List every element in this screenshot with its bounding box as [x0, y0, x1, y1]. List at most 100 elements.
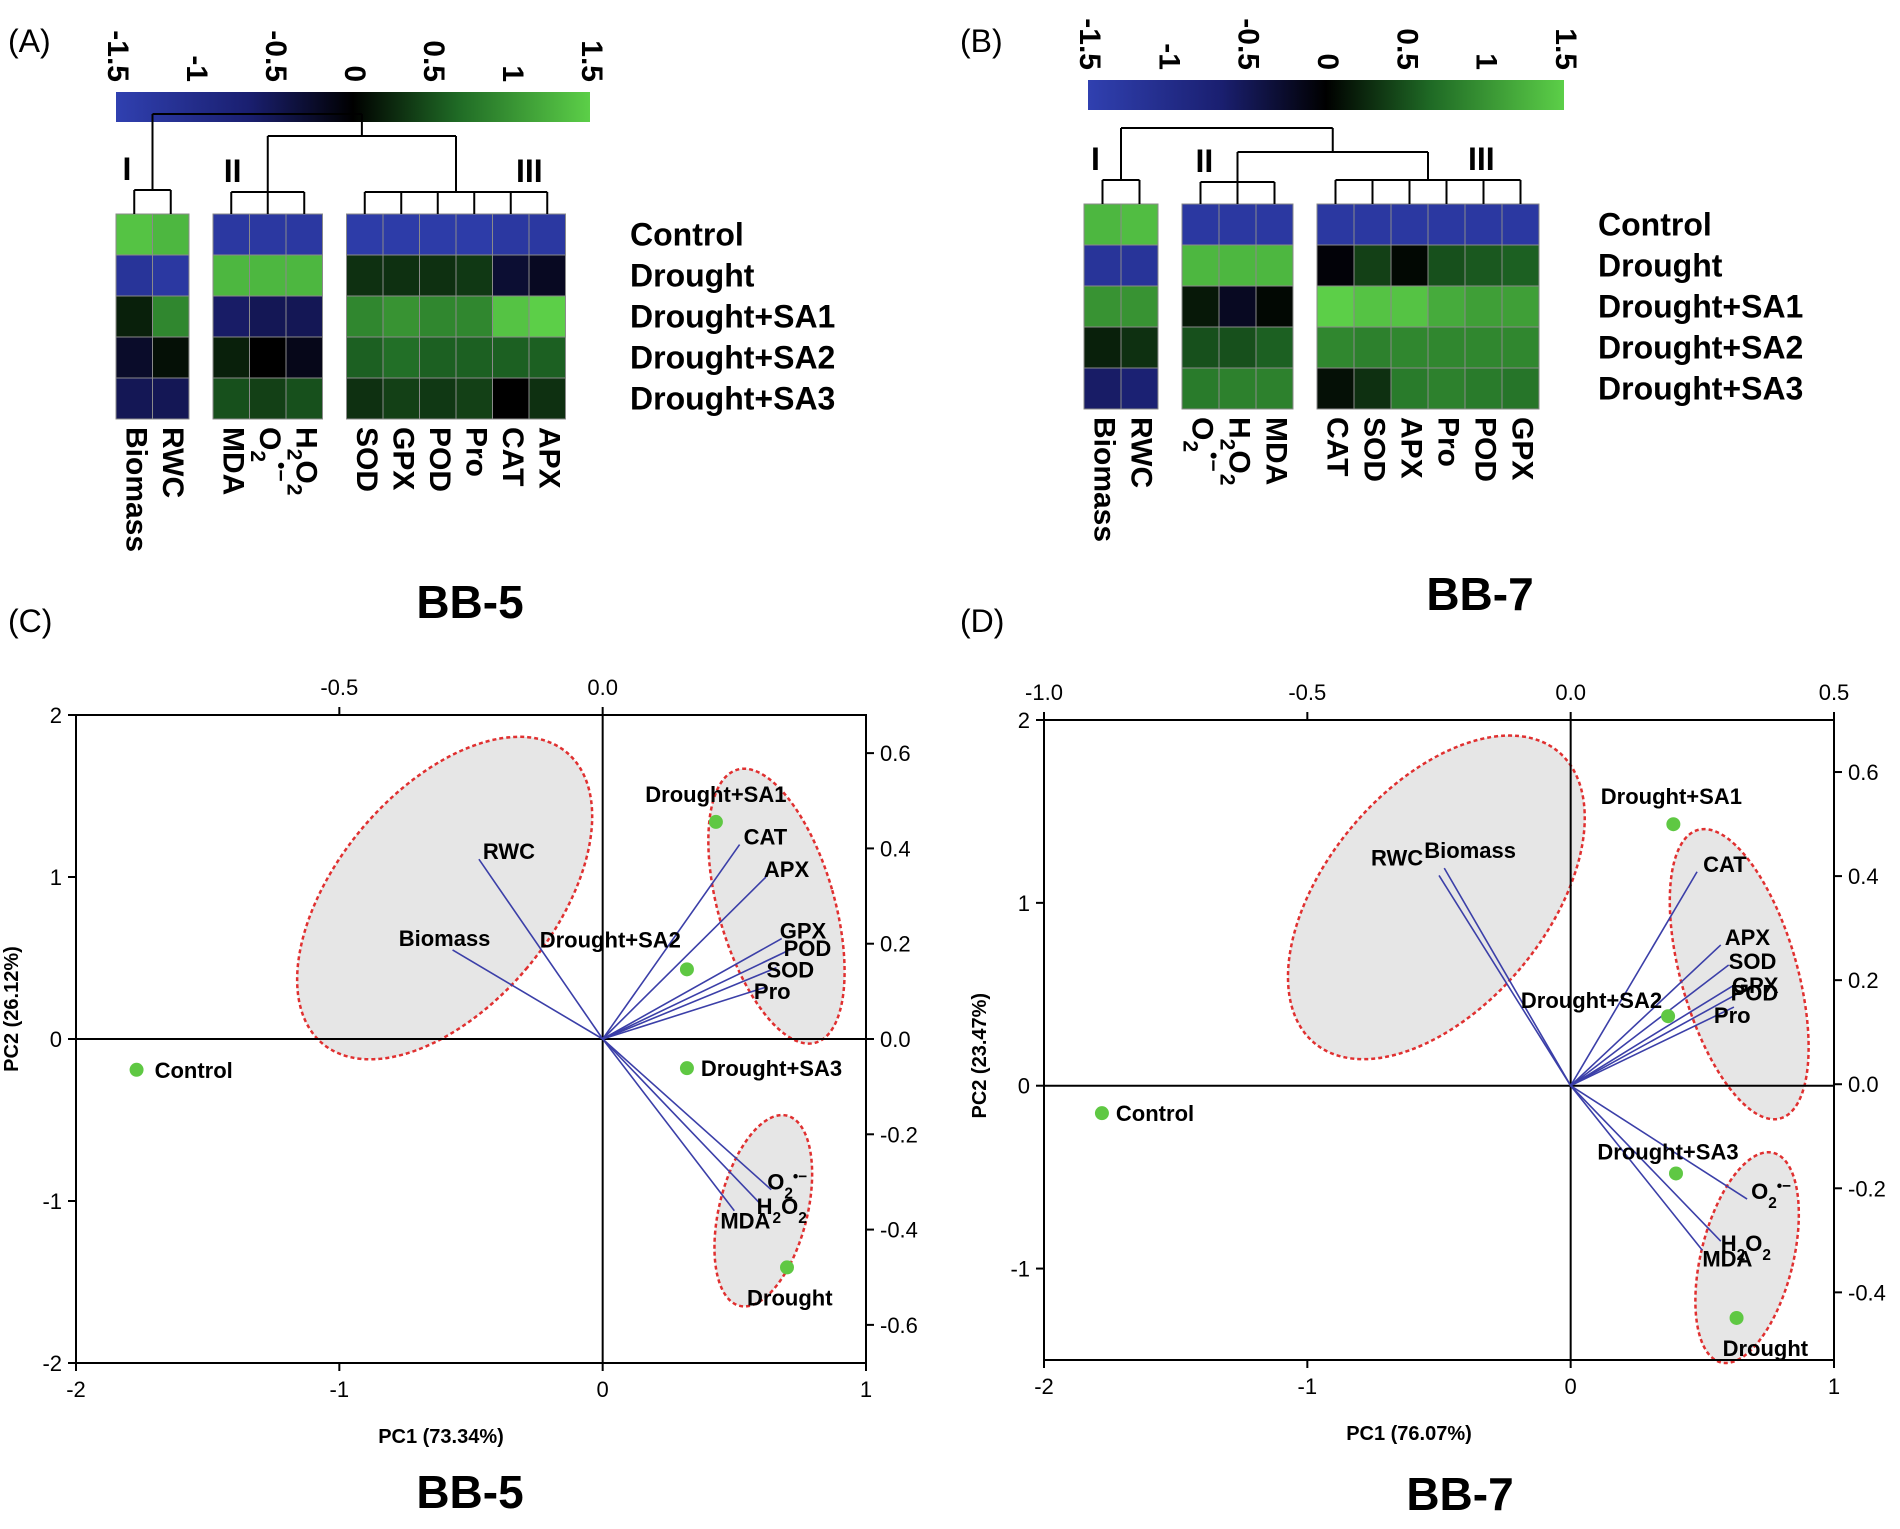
heatmap-cell [249, 254, 287, 297]
colorbar [116, 92, 590, 122]
row-label-drought: Drought [630, 258, 755, 294]
loading-label-apx: APX [764, 857, 810, 882]
loading-vector-mda [602, 1038, 735, 1212]
x-tick-label: 1 [1828, 1374, 1840, 1399]
heatmap-cell [212, 254, 250, 297]
loading-label-pro: Pro [1714, 1003, 1751, 1028]
heatmap-cell [1181, 285, 1220, 328]
score-label-drought-sa2: Drought+SA2 [1521, 988, 1662, 1013]
heatmap-cell [152, 213, 190, 256]
right-axis-tick-label: -0.2 [1848, 1176, 1886, 1201]
column-label-rwc: RWC [156, 427, 189, 498]
heatmap-cell [1083, 326, 1122, 369]
heatmap-cell [115, 295, 153, 338]
right-axis-tick-label: 0.2 [880, 932, 911, 957]
heatmap-cell [152, 254, 190, 297]
panel-label: (A) [8, 23, 51, 59]
column-label-sod: SOD [1358, 417, 1391, 482]
row-label-drought: Drought [1598, 248, 1723, 284]
row-label-drought-sa3: Drought+SA3 [630, 381, 835, 417]
score-point-drought [1729, 1310, 1744, 1325]
heatmap-cell [455, 295, 493, 338]
loading-label-h2o2: H2O2 [1721, 1231, 1771, 1264]
heatmap-cell [382, 377, 420, 420]
y-tick-label: 1 [1018, 891, 1030, 916]
column-label-pod: POD [1469, 417, 1502, 482]
column-label-gpx: GPX [1506, 417, 1539, 480]
heatmap-cell [1353, 367, 1392, 410]
heatmap-cell [1464, 244, 1503, 287]
heatmap-cell [285, 213, 323, 256]
y-tick-label: 2 [50, 703, 62, 728]
column-label-mda: MDA [216, 427, 249, 495]
right-axis-tick-label: -0.2 [880, 1122, 918, 1147]
heatmap-cell [1316, 285, 1355, 328]
heatmap-cell [346, 336, 384, 379]
column-label-h2o2: H2O2 [1215, 417, 1255, 485]
heatmap-cell [1181, 367, 1220, 410]
score-label-drought-sa3: Drought+SA3 [1597, 1139, 1738, 1164]
heatmap-cell [1255, 203, 1294, 246]
heatmap-cell [1181, 326, 1220, 369]
right-axis-tick-label: 0.4 [880, 836, 911, 861]
loading-cluster-ellipse [713, 1113, 814, 1308]
heatmap-cell [492, 254, 530, 297]
x-axis-label: PC1 (73.34%) [378, 1426, 504, 1448]
heatmap-cell [212, 213, 250, 256]
heatmap-cell [285, 336, 323, 379]
x-tick-label: -1 [330, 1377, 350, 1402]
loading-cluster-ellipse [1286, 734, 1586, 1061]
column-label-biomass: Biomass [1088, 417, 1121, 542]
column-label-rwc: RWC [1125, 417, 1158, 488]
heatmap-cell [419, 213, 457, 256]
loading-vector-biomass [452, 949, 604, 1040]
right-axis-tick-label: 0.0 [880, 1027, 911, 1052]
score-label-drought: Drought [1723, 1336, 1809, 1361]
heatmap-cell [249, 295, 287, 338]
biplot-title: BB-7 [1406, 1468, 1513, 1520]
panel-label: (D) [960, 603, 1004, 639]
x-tick-label: -1 [1298, 1374, 1318, 1399]
top-axis-tick-label: 0.0 [1555, 680, 1586, 705]
x-tick-label: -2 [66, 1377, 86, 1402]
heatmap-cell [249, 213, 287, 256]
loading-label-sod: SOD [766, 958, 814, 983]
heatmap-cell [492, 213, 530, 256]
right-axis-tick-label: -0.4 [880, 1218, 918, 1243]
panel-label: (C) [8, 603, 52, 639]
loading-vector-h2o2 [602, 1038, 762, 1205]
top-axis-tick-label: -0.5 [320, 675, 358, 700]
column-label-pro: Pro [459, 427, 492, 477]
heatmap-cell [419, 336, 457, 379]
heatmap-cell [528, 377, 566, 420]
heatmap-cell [1501, 367, 1540, 410]
heatmap-cell [419, 254, 457, 297]
score-point-drought-sa3 [679, 1061, 694, 1076]
heatmap-cell [1120, 326, 1159, 369]
loading-vector-o2 [602, 1038, 772, 1191]
score-label-drought-sa2: Drought+SA2 [540, 927, 681, 952]
x-tick-label: 0 [1565, 1374, 1577, 1399]
cluster-label-iii: III [516, 153, 543, 189]
x-tick-label: -2 [1034, 1374, 1054, 1399]
score-label-drought-sa1: Drought+SA1 [1601, 784, 1742, 809]
loading-label-pod: POD [784, 936, 832, 961]
loading-label-gpx: GPX [1732, 973, 1779, 998]
loading-vector-pod [1570, 993, 1737, 1087]
heatmap-cell [1353, 326, 1392, 369]
heatmap-cell [1464, 326, 1503, 369]
heatmap-cell [1427, 326, 1466, 369]
heatmap-cell [1083, 367, 1122, 410]
right-axis-tick-label: 0.6 [1848, 760, 1879, 785]
heatmap-cell [285, 295, 323, 338]
y-tick-label: 2 [1018, 708, 1030, 733]
loading-vector-gpx [602, 937, 783, 1040]
panel-d-pca-biplot: (D) -2 -1 0 1 -1 0 1 2 -1.0 -0.5 0.0 0.5 0.6 0.4 0.2 0.0… [960, 603, 1886, 1520]
score-point-drought-sa2 [679, 962, 694, 977]
heatmap-title: BB-5 [416, 576, 523, 628]
colorbar-tick-label: -1.5 [1073, 18, 1106, 70]
heatmap-cell [1390, 285, 1429, 328]
panel-b-heatmap: (B) -1.5 -1 -0.5 0 0.5 1 1.5 Control Drought Droug… [960, 18, 1803, 620]
loading-vector-pod [602, 949, 790, 1040]
